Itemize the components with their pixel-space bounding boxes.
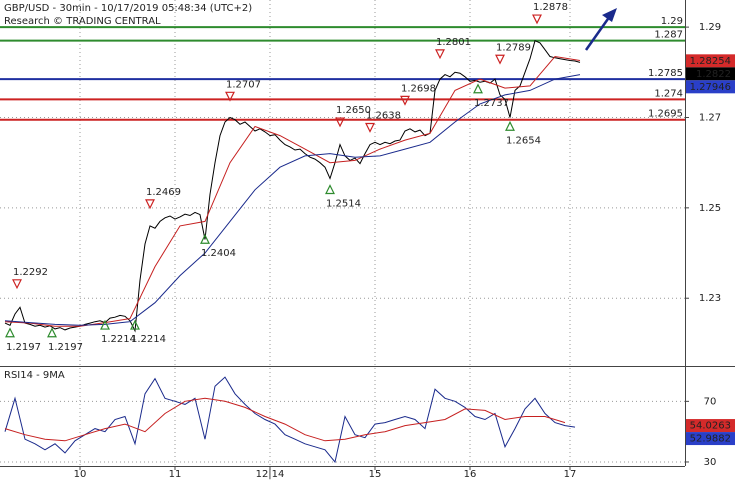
low-label: 1.2514 [326,199,361,210]
high-label: 1.2638 [366,110,401,121]
low-label: 1.2197 [6,342,41,353]
high-label: 1.2789 [496,42,531,53]
low-marker [100,319,110,330]
high-marker [225,91,235,102]
y-tick-label: 1.23 [699,293,721,304]
low-label: 1.2404 [201,248,236,259]
low-label: 1.2214 [101,334,136,345]
x-tick-label: 16 [464,469,477,480]
level-label: 1.2785 [648,68,683,79]
series-line [4,397,566,442]
low-label: 1.2654 [506,135,541,146]
high-marker [400,95,410,106]
level-label: 1.287 [654,30,683,41]
rsi-title: RSI14 - 9MA [4,370,65,381]
high-label: 1.2878 [533,2,568,13]
high-marker [12,279,22,290]
low-label: 1.2214 [131,334,166,345]
x-tick-label: 12|14 [256,469,285,480]
x-tick-label: 11 [169,469,182,480]
low-marker [325,184,335,195]
level-label: 1.29 [661,16,683,27]
high-marker [145,199,155,210]
high-marker [532,14,542,25]
high-marker [335,117,345,128]
chart-title: GBP/USD - 30min - 10/17/2019 05:48:34 (U… [4,3,252,14]
y-tick-label: 1.29 [699,22,721,33]
high-label: 1.2707 [226,79,261,90]
value-box [686,54,735,68]
value-box-label: 1.2822 [696,69,731,80]
low-marker [505,120,515,131]
low-marker [200,233,210,244]
value-box [686,80,735,94]
y-tick-label: 1.27 [699,112,721,123]
high-marker [365,122,375,133]
chart-subtitle: Research © TRADING CENTRAL [4,16,161,27]
y-tick-label: 70 [704,396,717,407]
x-tick-label: 17 [564,469,577,480]
series-line [4,55,581,327]
value-box [686,432,735,446]
value-box-label: 54.0263 [690,421,731,432]
level-label: 1.274 [654,88,683,99]
high-marker [495,54,505,65]
high-label: 1.2292 [13,267,48,278]
high-label: 1.2469 [146,187,181,198]
value-box [686,419,735,433]
low-marker [5,327,15,338]
series-line [4,74,581,326]
low-marker [473,83,483,94]
high-label: 1.2801 [436,37,471,48]
series-line [4,40,581,333]
low-label: 1.2197 [48,342,83,353]
value-box [686,67,735,81]
value-box-label: 1.28254 [690,56,731,67]
low-label: 1.2737 [474,98,509,109]
high-label: 1.2650 [336,105,371,116]
high-label: 1.2698 [401,83,436,94]
value-box-label: 1.27946 [690,82,731,93]
x-tick-label: 15 [369,469,382,480]
y-tick-label: 30 [704,457,717,468]
high-marker [435,49,445,60]
low-marker [130,319,140,330]
forecast-arrow [584,15,612,51]
value-box-label: 52.9882 [690,434,731,445]
x-tick-label: 10 [74,469,87,480]
forecast-arrowhead [602,8,617,22]
level-label: 1.2695 [648,109,683,120]
y-tick-label: 1.25 [699,203,721,214]
low-marker [47,327,57,338]
